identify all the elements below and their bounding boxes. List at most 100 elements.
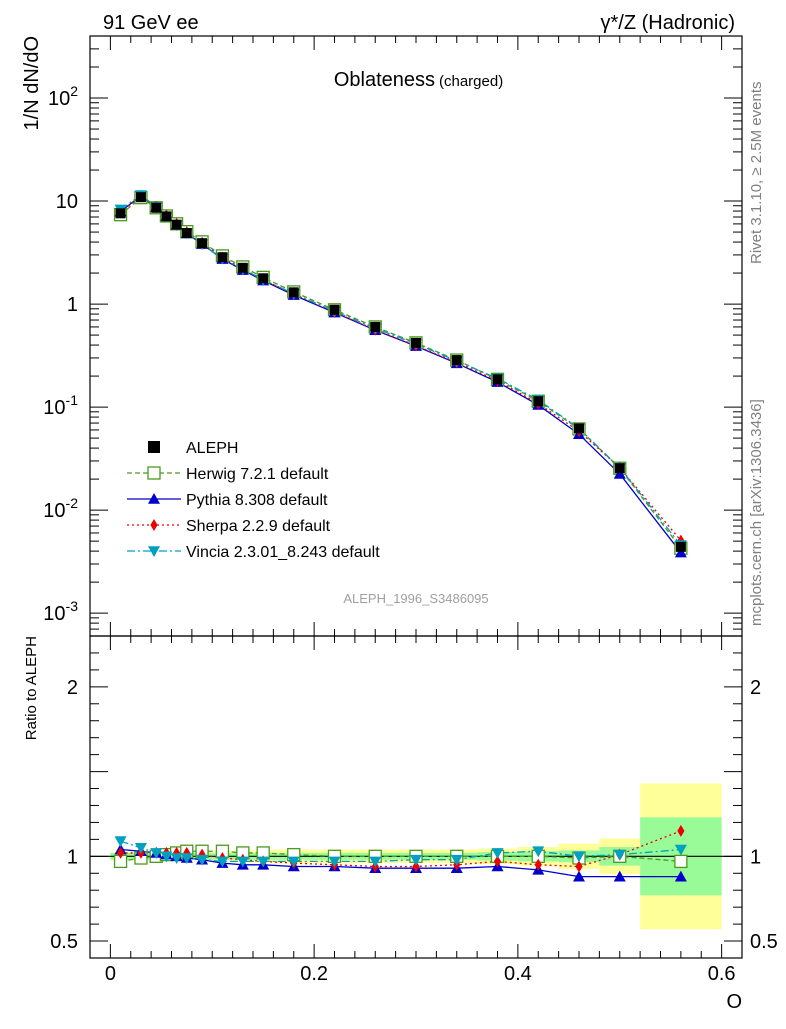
- marker-diamond: [534, 858, 542, 871]
- y-tick-label: 10: [56, 191, 78, 213]
- ratio-tick-label-left: 0.5: [50, 931, 78, 953]
- header-right: γ*/Z (Hadronic): [601, 12, 735, 34]
- series-line-ratio: [120, 830, 682, 868]
- data-point: [115, 208, 126, 219]
- ratio-tick-label-left: 2: [67, 677, 78, 699]
- data-point: [197, 238, 208, 249]
- marker-triangle-down: [674, 844, 687, 856]
- marker-triangle-down: [150, 848, 163, 859]
- marker-triangle-up: [613, 870, 626, 882]
- y-tick-base: 10: [43, 397, 65, 419]
- marker-triangle-down: [613, 849, 626, 861]
- marker-triangle-down: [287, 856, 300, 868]
- x-tick-label: 0.6: [708, 963, 736, 985]
- y-tick-label: 102: [48, 83, 78, 110]
- x-tick-label: 0: [105, 963, 116, 985]
- marker-triangle-down: [134, 843, 147, 854]
- marker-triangle-down: [491, 848, 504, 859]
- series-markers: [113, 189, 688, 882]
- marker-diamond: [150, 519, 158, 531]
- marker-open-square: [147, 466, 161, 480]
- legend-label: Sherpa 2.2.9 default: [186, 518, 331, 535]
- data-point: [217, 252, 228, 263]
- ratio-tick-label-right: 2: [750, 677, 761, 699]
- y-tick-exponent: -1: [66, 392, 79, 408]
- marker-triangle-down: [160, 851, 173, 863]
- marker-diamond: [493, 855, 502, 868]
- marker-open-square: [674, 854, 688, 869]
- x-tick-label: 0.2: [300, 963, 328, 985]
- marker-triangle-down: [180, 853, 193, 865]
- marker-diamond: [677, 824, 685, 837]
- header-left: 91 GeV ee: [103, 12, 199, 34]
- legend: ALEPH Herwig 7.2.1 default Pythia 8.308 de…: [127, 440, 380, 561]
- chart-subtitle: (charged): [439, 73, 503, 90]
- series-lines: [120, 194, 682, 878]
- marker-triangle-down: [573, 851, 585, 863]
- data-point: [171, 219, 182, 230]
- y-tick-label: 1: [67, 294, 78, 316]
- data-point: [135, 192, 146, 203]
- data-point: [161, 211, 172, 222]
- legend-marker-data: [148, 441, 160, 453]
- x-axis-label: O: [726, 991, 742, 1013]
- y-tick-base: 10: [56, 191, 78, 213]
- marker-diamond: [412, 860, 420, 873]
- analysis-label: ALEPH_1996_S3486095: [343, 591, 488, 606]
- ratio-tick-label-left: 1: [67, 846, 78, 868]
- ratio-tick-label-right: 0.5: [750, 931, 778, 953]
- marker-triangle-up: [674, 546, 687, 558]
- chart-title: Oblateness: [334, 69, 435, 91]
- marker-triangle-down: [328, 856, 341, 868]
- marker-triangle-up: [674, 870, 687, 882]
- marker-triangle-down: [450, 854, 463, 866]
- marker-triangle-down: [532, 846, 545, 858]
- marker-triangle-down: [170, 853, 183, 865]
- legend-label-data: ALEPH: [186, 440, 238, 457]
- y-tick-base: 1: [67, 294, 78, 316]
- side-mcplots-label: mcplots.cern.ch [arXiv:1306.3436]: [748, 399, 765, 626]
- data-point: [151, 202, 162, 213]
- x-tick-label: 0.4: [504, 963, 532, 985]
- side-rivet-label: Rivet 3.1.10, ≥ 2.5M events: [748, 82, 765, 265]
- y-tick-exponent: -3: [66, 598, 79, 614]
- y-tick-label: 10-2: [43, 495, 78, 522]
- marker-triangle-down: [257, 856, 270, 868]
- marker-triangle-down: [369, 856, 382, 868]
- y-axis-label: 1/N dN/dO: [21, 36, 43, 130]
- y-tick-label: 10-1: [43, 392, 78, 419]
- data-point: [237, 262, 248, 273]
- data-point: [181, 227, 192, 238]
- marker-triangle-down: [236, 856, 249, 868]
- marker-triangle-up: [148, 493, 160, 504]
- legend-label: Vincia 2.3.01_8.243 default: [186, 544, 380, 561]
- legend-label: Herwig 7.2.1 default: [186, 466, 329, 483]
- marker-triangle-up: [573, 870, 585, 882]
- data-point: [675, 541, 686, 552]
- y-tick-label: 10-3: [43, 598, 78, 625]
- data-point: [533, 396, 544, 407]
- data-point: [288, 287, 299, 298]
- marker-triangle-down: [148, 546, 160, 557]
- marker-diamond: [575, 860, 583, 873]
- ratio-y-axis-label: Ratio to ALEPH: [23, 636, 40, 740]
- y-tick-base: 10: [43, 603, 65, 625]
- ratio-tick-label-right: 1: [750, 846, 761, 868]
- data-point: [411, 337, 421, 348]
- data-point: [258, 273, 269, 284]
- y-tick-base: 10: [43, 500, 65, 522]
- marker-triangle-down: [410, 854, 422, 866]
- data-point: [370, 321, 381, 332]
- marker-triangle-down: [196, 854, 209, 866]
- y-tick-base: 10: [48, 88, 70, 110]
- data-point: [614, 463, 625, 474]
- y-tick-exponent: -2: [66, 495, 79, 511]
- legend-label: Pythia 8.308 default: [186, 492, 328, 509]
- data-point: [451, 355, 462, 366]
- data-point: [329, 304, 340, 315]
- y-tick-exponent: 2: [70, 83, 78, 99]
- marker-triangle-down: [114, 836, 127, 848]
- data-point: [574, 423, 584, 434]
